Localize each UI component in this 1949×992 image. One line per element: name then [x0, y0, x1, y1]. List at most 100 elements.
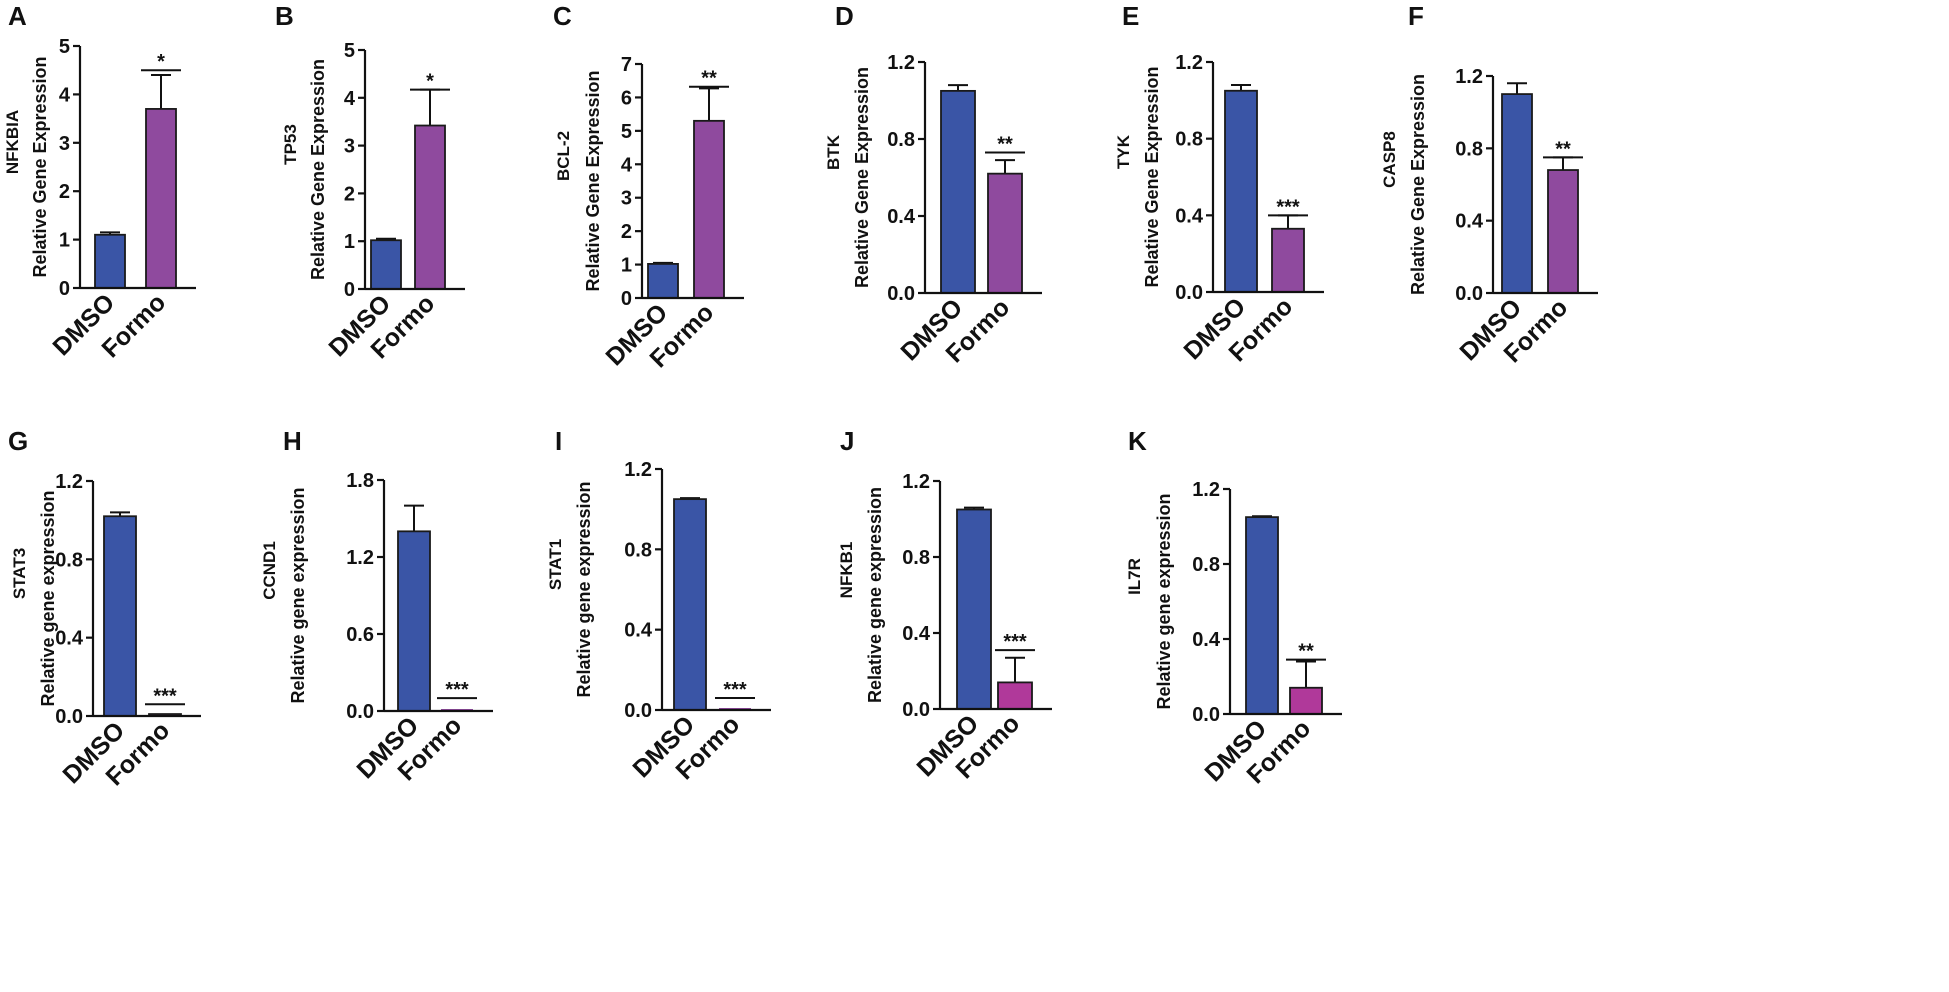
y-tick-label-i: 0.8	[624, 539, 652, 561]
y-tick-label-d: 0.4	[887, 206, 916, 228]
significance-j: ***	[1003, 631, 1027, 653]
y-tick-label-g: 1.2	[55, 471, 83, 493]
significance-k: **	[1298, 641, 1314, 663]
gene-label-k: IL7R	[1125, 558, 1144, 595]
y-tick-label-c: 4	[621, 154, 633, 176]
panel-e: E TYK Relative Gene Expression 0.0 0.4 0.8 1.2…	[1114, 1, 1324, 367]
gene-label-i: STAT1	[546, 539, 565, 590]
y-tick-label-c: 3	[621, 188, 632, 210]
bar-k-dmso	[1245, 516, 1279, 715]
bar-d-dmso	[940, 89, 976, 294]
gene-label-f: CASP8	[1380, 131, 1399, 188]
y-axis-label-c: Relative Gene Expression	[583, 70, 603, 291]
y-tick-label-c: 5	[621, 121, 632, 143]
panel-letter-f: F	[1408, 1, 1424, 31]
y-tick-label-c: 2	[621, 221, 632, 243]
y-tick-label-k: 0.0	[1192, 704, 1220, 726]
y-tick-label-b: 3	[344, 136, 355, 158]
y-axis-label-i: Relative gene expression	[574, 481, 594, 697]
y-axis-label-k: Relative gene expression	[1154, 493, 1174, 709]
bar-h-dmso	[397, 530, 431, 712]
bar-g-dmso	[103, 515, 137, 717]
y-tick-label-k: 1.2	[1192, 479, 1220, 501]
panel-letter-d: D	[835, 1, 854, 31]
panel-letter-g: G	[8, 426, 28, 456]
gene-label-h: CCND1	[260, 541, 279, 600]
y-tick-label-c: 6	[621, 87, 632, 109]
y-tick-label-h: 0.0	[346, 701, 374, 723]
bar-j-dmso	[956, 508, 992, 710]
y-tick-label-f: 1.2	[1455, 66, 1483, 88]
y-tick-label-g: 0.4	[55, 628, 84, 650]
y-tick-label-b: 5	[344, 40, 355, 62]
bar-e-formo	[1271, 227, 1305, 293]
significance-i: ***	[723, 679, 747, 701]
y-tick-label-j: 0.8	[902, 547, 930, 569]
panel-letter-b: B	[275, 1, 294, 31]
y-tick-label-e: 0.8	[1175, 129, 1203, 151]
panel-j: J NFKB1 Relative gene expression 0.0 0.4 0.8 1…	[837, 426, 1052, 784]
y-tick-label-b: 2	[344, 183, 355, 205]
significance-b: *	[426, 71, 434, 93]
y-tick-label-e: 1.2	[1175, 52, 1203, 74]
gene-label-b: TP53	[281, 124, 300, 165]
panel-letter-c: C	[553, 1, 572, 31]
y-axis-label-f: Relative Gene Expression	[1408, 74, 1428, 295]
y-tick-label-j: 0.0	[902, 699, 930, 721]
significance-f: **	[1555, 138, 1571, 160]
bar-b-dmso	[370, 239, 402, 290]
y-tick-label-a: 0	[59, 278, 70, 300]
panel-k: K IL7R Relative gene expression 0.0 0.4 0.8 1.…	[1125, 426, 1342, 789]
y-tick-label-a: 3	[59, 133, 70, 155]
y-axis-label-h: Relative gene expression	[288, 487, 308, 703]
bar-e-dmso	[1224, 89, 1258, 293]
y-tick-label-j: 1.2	[902, 471, 930, 493]
panel-letter-a: A	[8, 1, 27, 31]
bar-f-dmso	[1501, 93, 1533, 294]
significance-g: ***	[153, 685, 177, 707]
y-axis-label-b: Relative Gene Expression	[308, 59, 328, 280]
gene-label-j: NFKB1	[837, 542, 856, 599]
y-tick-label-g: 0.8	[55, 549, 83, 571]
bar-c-formo	[693, 119, 725, 299]
significance-a: *	[157, 51, 165, 73]
y-tick-label-h: 1.8	[346, 470, 374, 492]
y-tick-label-b: 0	[344, 279, 355, 301]
panel-f: F CASP8 Relative Gene Expression 0.0 0.4 0.8 1…	[1380, 1, 1598, 368]
y-tick-label-a: 2	[59, 181, 70, 203]
y-axis-label-g: Relative gene expression	[38, 490, 58, 706]
y-axis-label-j: Relative gene expression	[865, 487, 885, 703]
significance-c: **	[701, 68, 717, 90]
y-tick-label-d: 0.0	[887, 283, 915, 305]
bar-j-formo	[997, 681, 1033, 710]
y-tick-label-c: 0	[621, 288, 632, 310]
y-tick-label-g: 0.0	[55, 706, 83, 728]
panel-h: H CCND1 Relative gene expression 0.0 0.6 1.2 1…	[260, 426, 493, 786]
y-tick-label-a: 4	[59, 84, 71, 106]
y-tick-label-a: 1	[59, 230, 70, 252]
y-tick-label-f: 0.8	[1455, 138, 1483, 160]
bar-a-formo	[145, 108, 177, 289]
panel-i: I STAT1 Relative gene expression 0.0 0.4 0.8 1…	[546, 426, 771, 785]
panel-letter-k: K	[1128, 426, 1147, 456]
panel-c: C BCL-2 Relative Gene Expression 0 1 2 3 4 5 6 7 **…	[553, 1, 744, 373]
y-tick-label-b: 4	[344, 88, 356, 110]
y-tick-label-i: 1.2	[624, 459, 652, 481]
bar-a-dmso	[94, 233, 126, 289]
y-tick-label-f: 0.0	[1455, 283, 1483, 305]
y-axis-label-d: Relative Gene Expression	[852, 67, 872, 288]
y-tick-label-h: 1.2	[346, 547, 374, 569]
y-tick-label-h: 0.6	[346, 624, 374, 646]
bar-i-dmso	[673, 498, 707, 711]
bar-k-formo	[1289, 686, 1323, 715]
y-tick-label-k: 0.8	[1192, 554, 1220, 576]
y-tick-label-d: 0.8	[887, 129, 915, 151]
gene-label-e: TYK	[1114, 134, 1133, 169]
bar-b-formo	[414, 124, 446, 290]
y-tick-label-d: 1.2	[887, 52, 915, 74]
bar-f-formo	[1547, 169, 1579, 294]
